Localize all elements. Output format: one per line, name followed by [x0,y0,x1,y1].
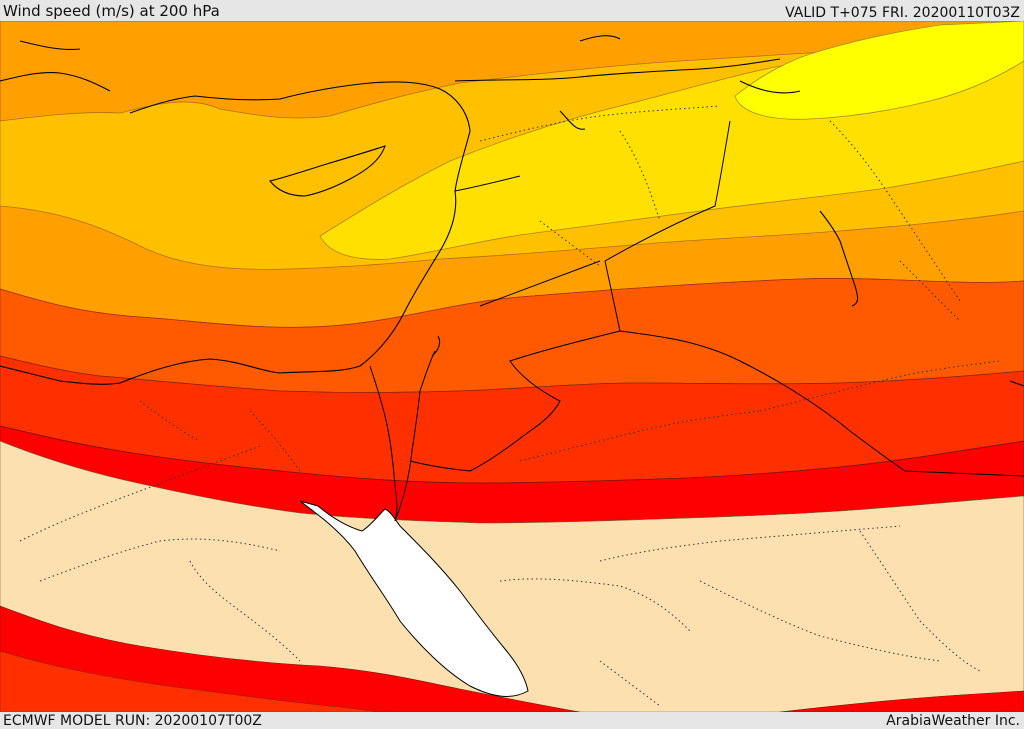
band-red-orange-south [0,650,381,712]
wind-speed-map [0,21,1024,712]
credit: ArabiaWeather Inc. [886,713,1020,729]
map-title: Wind speed (m/s) at 200 hPa [3,2,220,20]
map-canvas [0,21,1024,712]
band-yellow [734,21,1024,120]
map-header: Wind speed (m/s) at 200 hPa VALID T+075 … [0,0,1024,21]
valid-time: VALID T+075 FRI. 20200110T03Z [785,5,1020,21]
coastlines [0,35,1024,387]
model-run: ECMWF MODEL RUN: 20200107T00Z [3,713,262,729]
band-calm [0,440,1024,712]
red-sea [299,500,529,697]
borders [369,120,1024,522]
map-footer: ECMWF MODEL RUN: 20200107T00Z ArabiaWeat… [0,712,1024,729]
admin-boundaries [19,105,1001,707]
band-red-southeast [779,690,1024,712]
